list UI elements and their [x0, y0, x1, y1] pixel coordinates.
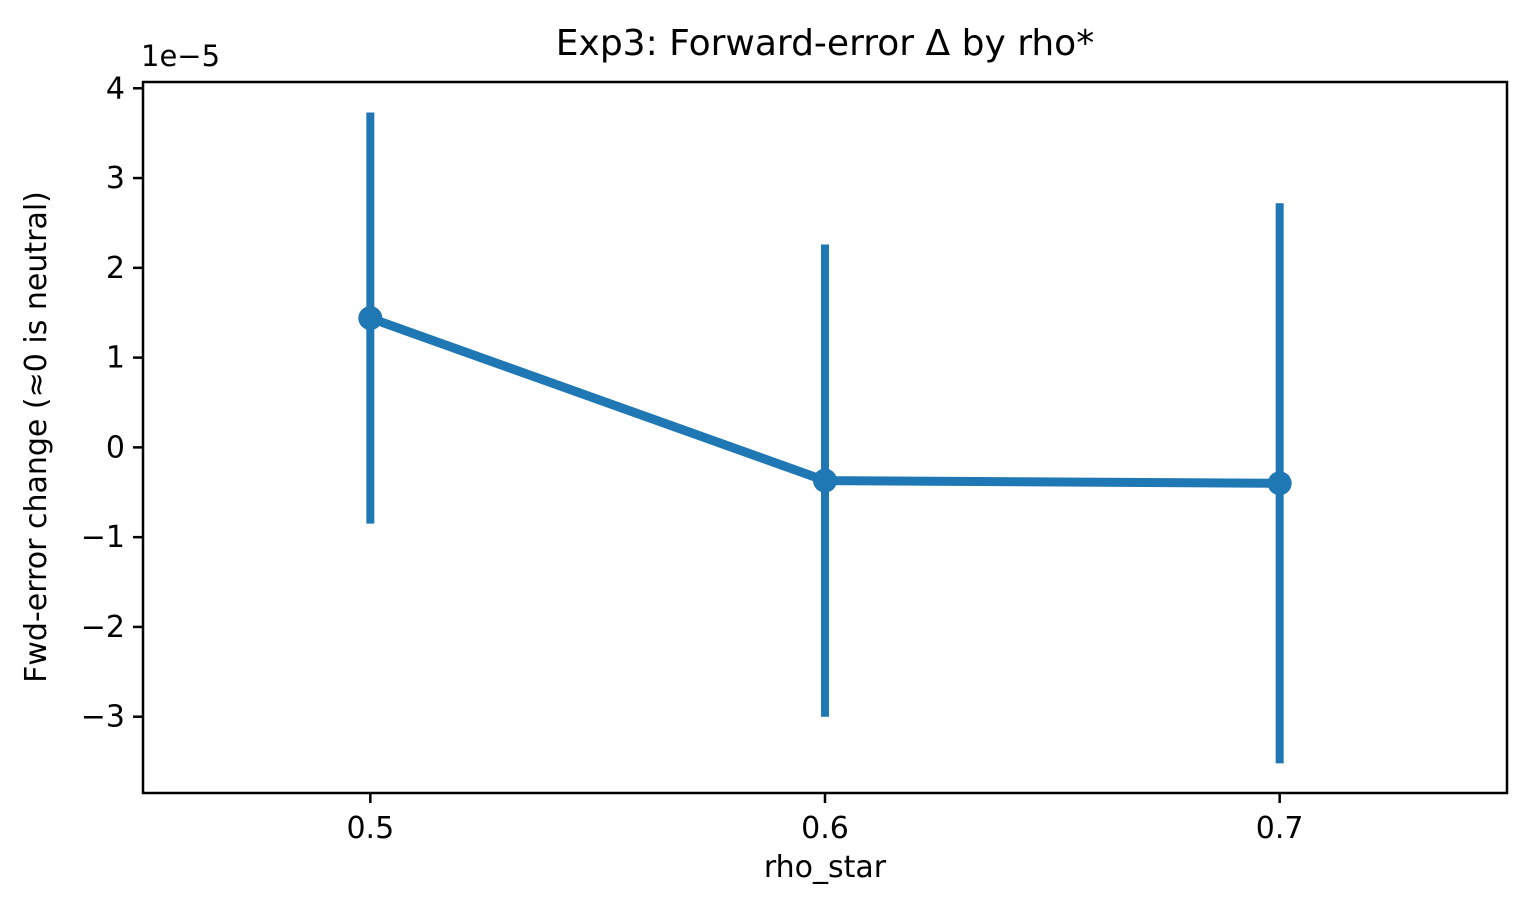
data-point-marker — [1267, 471, 1292, 496]
x-axis-label: rho_star — [763, 850, 887, 885]
y-tick-label: 4 — [106, 71, 125, 106]
data-point-marker — [358, 306, 383, 331]
y-tick-label: −3 — [81, 700, 125, 735]
x-tick-label: 0.5 — [346, 811, 394, 846]
x-tick-label: 0.6 — [801, 811, 849, 846]
plot-border — [141, 80, 1509, 795]
y-tick-label: −2 — [81, 610, 125, 645]
y-tick-label: 2 — [106, 251, 125, 286]
chart-title: Exp3: Forward-error Δ by rho* — [555, 23, 1095, 64]
y-axis-offset-text: 1e−5 — [141, 39, 221, 73]
x-tick-label: 0.7 — [1256, 811, 1304, 846]
y-tick-label: −1 — [81, 520, 125, 555]
y-tick-label: 1 — [106, 341, 125, 376]
data-point-marker — [813, 468, 837, 493]
y-tick-label: 3 — [106, 161, 125, 196]
y-axis-label: Fwd-error change (≈0 is neutral) — [19, 191, 54, 683]
y-tick-label: 0 — [106, 430, 125, 465]
